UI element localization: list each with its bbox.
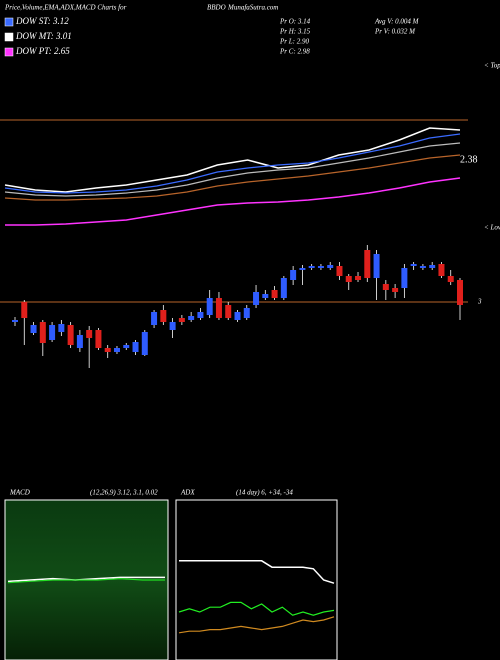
candle-body [86, 330, 93, 338]
panel-subtitle: (14 day) 6, +34, -34 [236, 489, 293, 497]
panel-title: MACD [9, 489, 30, 497]
legend-swatch [4, 17, 14, 27]
panel-subtitle: (12,26,9) 3.12, 3.1, 0.02 [90, 489, 158, 497]
candle-body [206, 298, 213, 315]
candle-body [336, 266, 343, 276]
candle-body [457, 280, 463, 305]
annotation: < Lows [484, 224, 500, 232]
candle-body [132, 342, 139, 352]
candle-body [382, 284, 389, 290]
legend-label: DOW ST: 3.12 [15, 16, 69, 26]
series-line [4, 142, 461, 197]
candle-body [95, 330, 102, 348]
candle-body [290, 270, 297, 280]
header-symbol: BBDO [207, 4, 226, 12]
candle-body [225, 305, 232, 318]
volume-stat: Avg V: 0.004 M [374, 18, 420, 26]
candle-body [151, 312, 158, 325]
candle-body [271, 290, 278, 298]
candle-body [30, 325, 37, 333]
annotation: < Tops [484, 62, 500, 70]
series-line [4, 133, 461, 194]
stat: Pr O: 3.14 [279, 18, 311, 26]
candle-body [197, 312, 204, 318]
series-line [178, 601, 335, 616]
legend-swatch [4, 32, 14, 42]
candle-body [345, 276, 352, 282]
candle-body [401, 268, 408, 288]
candle-body [58, 324, 65, 332]
stat: Pr H: 3.15 [279, 28, 311, 36]
header-site: MunafaSutra.com [227, 4, 278, 12]
stat: Pr C: 2.98 [279, 48, 310, 56]
candle-body [141, 332, 148, 355]
legend-swatch [4, 47, 14, 57]
candle-body [262, 294, 269, 298]
candle-body [280, 278, 287, 298]
adx-panel [175, 499, 338, 660]
candle-body [308, 266, 315, 268]
series-line [4, 127, 461, 193]
candle-body [123, 345, 130, 348]
candle-body [410, 264, 417, 266]
candle-body [243, 308, 250, 318]
candle-body [39, 322, 46, 343]
candle-body [67, 325, 74, 345]
candle-body [188, 316, 195, 320]
legend-label: DOW PT: 2.65 [15, 46, 70, 56]
candle-body [419, 266, 426, 268]
candle-body [364, 250, 371, 278]
header-title: Price,Volume,EMA,ADX,MACD Charts for [4, 4, 127, 12]
candle-body [327, 265, 334, 268]
candle-body [373, 254, 380, 278]
candle-body [76, 335, 83, 348]
volume-stat: Pr V: 0.032 M [374, 28, 416, 36]
series-line [179, 560, 335, 584]
series-line [5, 177, 461, 226]
candle-body [317, 266, 324, 268]
candle-body [21, 302, 28, 318]
series-line [7, 576, 165, 583]
candle-body [160, 310, 167, 322]
candle-body [447, 276, 454, 282]
candle-body [253, 292, 260, 305]
candle-body [49, 325, 56, 340]
end-label: 2.38 [460, 154, 478, 165]
candle-body [392, 288, 399, 292]
candle-body [429, 265, 436, 268]
legend-label: DOW MT: 3.01 [15, 31, 72, 41]
candle-body [234, 312, 241, 320]
series-line [7, 578, 165, 584]
candle-body [299, 268, 306, 270]
stat: Pr L: 2.90 [279, 38, 309, 46]
candle-body [12, 320, 18, 322]
candle-body [215, 298, 222, 318]
candle-body [104, 348, 111, 352]
candle-body [113, 348, 120, 352]
panel-title: ADX [180, 489, 195, 497]
y-tick-label: 3 [477, 298, 482, 306]
candle-body [169, 322, 176, 330]
series-line [178, 616, 335, 634]
candle-body [438, 264, 445, 276]
candle-body [355, 276, 362, 280]
candle-body [178, 318, 185, 322]
series-line [4, 154, 461, 201]
